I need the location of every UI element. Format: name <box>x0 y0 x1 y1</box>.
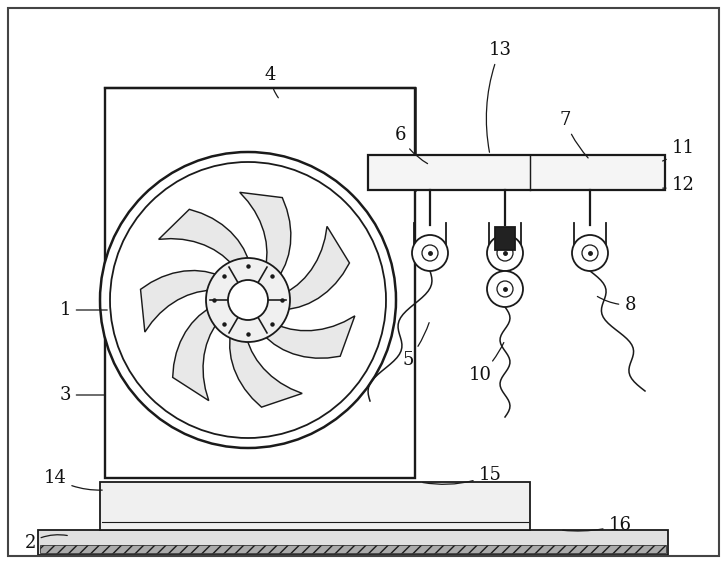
Circle shape <box>487 271 523 307</box>
Circle shape <box>228 280 268 320</box>
Circle shape <box>422 245 438 261</box>
Bar <box>40 545 666 553</box>
Text: 5: 5 <box>402 323 429 369</box>
Text: 12: 12 <box>663 176 694 194</box>
Polygon shape <box>158 209 248 262</box>
Text: 3: 3 <box>59 386 105 404</box>
Bar <box>495 227 515 250</box>
Circle shape <box>582 245 598 261</box>
Text: 15: 15 <box>422 466 502 484</box>
Polygon shape <box>173 310 215 400</box>
Text: 14: 14 <box>44 469 103 490</box>
Text: 2: 2 <box>24 534 68 552</box>
Text: 7: 7 <box>559 111 588 158</box>
Bar <box>100 482 530 530</box>
Circle shape <box>572 235 608 271</box>
Text: 4: 4 <box>265 66 278 98</box>
Polygon shape <box>230 338 302 407</box>
Polygon shape <box>240 192 291 274</box>
Circle shape <box>497 281 513 297</box>
Circle shape <box>110 162 386 438</box>
Polygon shape <box>140 271 215 332</box>
Text: 8: 8 <box>598 296 635 314</box>
Circle shape <box>497 245 513 261</box>
Bar <box>38 530 668 555</box>
Polygon shape <box>266 316 355 358</box>
Text: 6: 6 <box>394 126 427 164</box>
Bar <box>368 155 665 190</box>
Bar <box>105 88 415 478</box>
Circle shape <box>100 152 396 448</box>
Text: 13: 13 <box>486 41 512 152</box>
Polygon shape <box>289 226 350 309</box>
Circle shape <box>412 235 448 271</box>
Text: 10: 10 <box>468 342 504 384</box>
Text: 11: 11 <box>662 139 694 161</box>
Text: 16: 16 <box>563 516 632 534</box>
Circle shape <box>206 258 290 342</box>
Text: 1: 1 <box>59 301 107 319</box>
Circle shape <box>487 235 523 271</box>
